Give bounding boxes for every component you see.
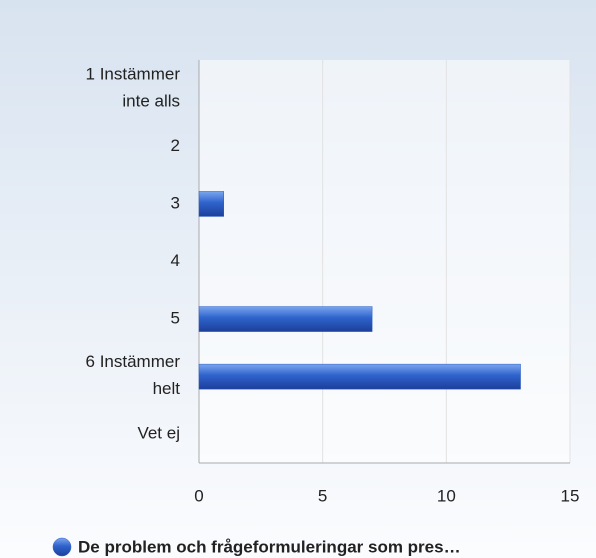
- x-tick-label: 0: [194, 486, 203, 505]
- y-tick-label: 2: [171, 136, 180, 155]
- y-tick-label: 3: [171, 193, 180, 212]
- legend-marker: [52, 537, 72, 557]
- y-tick-label: Vet ej: [137, 424, 180, 443]
- legend-label: De problem och frågeformuleringar som pr…: [78, 537, 461, 556]
- plot-area: [199, 60, 570, 463]
- y-tick-label: 1 Instämmer inte alls: [86, 65, 181, 111]
- x-tick-label: 10: [437, 486, 456, 505]
- x-tick-label: 5: [318, 486, 327, 505]
- bar: [198, 306, 373, 332]
- x-tick-label: 15: [561, 486, 580, 505]
- bar: [198, 191, 224, 217]
- y-tick-label: 5: [171, 309, 180, 328]
- y-tick-label: 4: [171, 251, 180, 270]
- y-tick-label: 6 Instämmer helt: [86, 353, 181, 399]
- bar: [198, 363, 521, 390]
